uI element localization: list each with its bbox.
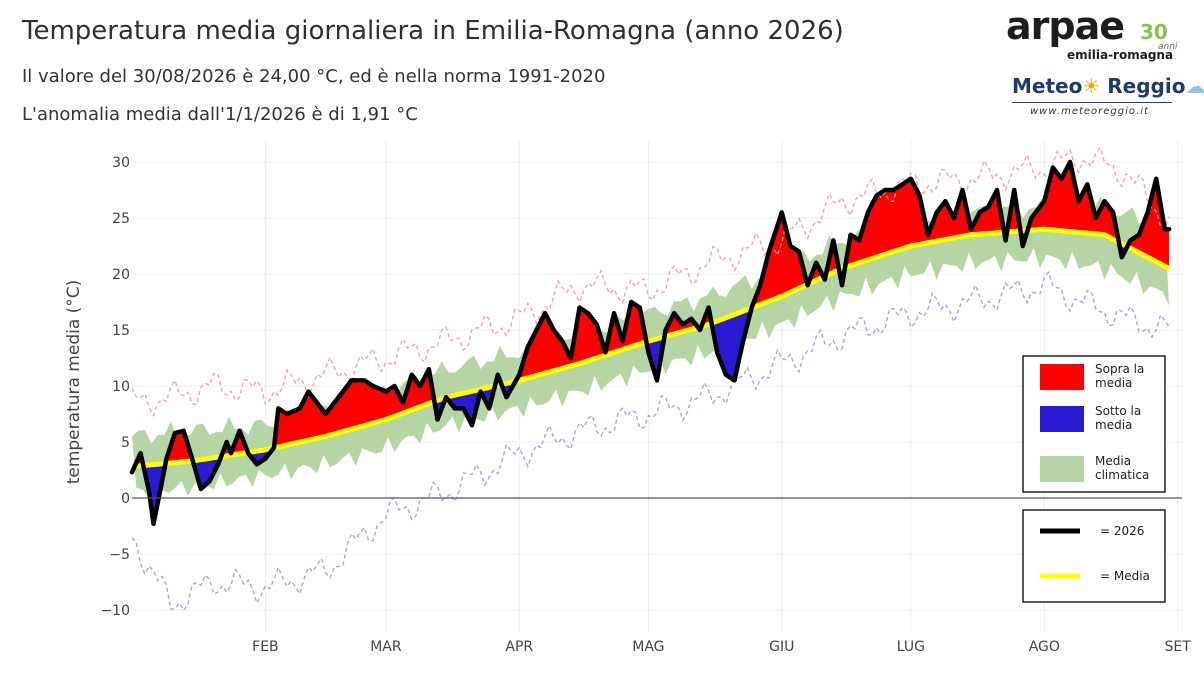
legend-label: = Media (1100, 569, 1150, 583)
chart-subtitle-value: Il valore del 30/08/2026 è 24,00 °C, ed … (22, 66, 606, 87)
meteoreggio-logo-url: www.meteoreggio.it (1030, 106, 1149, 117)
legend-swatch-below (1040, 406, 1084, 432)
current-year-line (129, 159, 1172, 527)
x-tick-label: MAR (370, 639, 402, 655)
legend-label: media (1095, 376, 1132, 390)
legend-label: Media (1095, 454, 1131, 468)
legend-swatch-climate (1040, 456, 1084, 482)
meteoreggio-logo-word-2: Reggio (1107, 74, 1186, 98)
x-tick-label: SET (1165, 639, 1192, 655)
legend-label: media (1095, 418, 1132, 432)
meteoreggio-logo-rule (1012, 102, 1172, 103)
line-layer (129, 159, 1172, 527)
chart-subtitle-anomaly: L'anomalia media dall'1/1/2026 è di 1,91… (22, 104, 418, 125)
above-mean-area (751, 212, 808, 308)
x-tick-label: MAG (632, 639, 664, 655)
legend-box-line (1022, 509, 1166, 603)
sun-icon: ☀ (1082, 74, 1101, 98)
x-tick-label: AGO (1029, 639, 1060, 655)
x-tick-label: APR (505, 639, 533, 655)
arpae-logo-word: arpae (1006, 4, 1125, 48)
x-tick-label: LUG (897, 639, 925, 655)
y-tick-label: 25 (112, 211, 130, 227)
legend-label: climatica (1095, 468, 1149, 482)
meteoreggio-logo-name: Meteo☀ Reggio☁ (1012, 74, 1204, 98)
arpae-logo: arpae 30 anni emilia-romagna (1000, 4, 1180, 64)
y-tick-label: 10 (112, 379, 130, 395)
legend-swatch-above (1040, 364, 1084, 390)
y-tick-label: −10 (100, 603, 130, 619)
record-layer (131, 146, 1170, 612)
y-axis-label: temperatura media (°C) (64, 280, 84, 485)
y-tick-label: 30 (112, 155, 130, 171)
y-tick-label: −5 (109, 547, 130, 563)
arpae-logo-anni: anni (1158, 42, 1178, 52)
y-tick-label: 20 (112, 267, 130, 283)
record-min-line (131, 270, 1170, 612)
record-max-line (131, 146, 1170, 418)
mean-line (131, 226, 1171, 470)
chart-title: Temperatura media giornaliera in Emilia-… (22, 16, 844, 46)
x-tick-label: GIU (769, 639, 794, 655)
legend-label: Sotto la (1095, 404, 1141, 418)
y-tick-label: 15 (112, 323, 130, 339)
below-mean-area (646, 336, 665, 381)
y-tick-label: 5 (121, 435, 130, 451)
legend-label: = 2026 (1100, 524, 1144, 538)
x-tick-label: FEB (252, 639, 279, 655)
arpae-logo-region: emilia-romagna (1067, 48, 1174, 62)
legend-label: Sopra la (1095, 362, 1144, 376)
cloud-icon: ☁ (1185, 74, 1204, 98)
below-mean-area (143, 463, 166, 524)
axis-layer: −10 −5 0 5 10 15 20 25 30 FEB MAR APR MAG GIU LUG AGO SE… (64, 155, 1191, 655)
y-tick-label: 0 (121, 491, 130, 507)
meteoreggio-logo-word-1: Meteo (1012, 74, 1083, 98)
meteoreggio-logo: Meteo☀ Reggio☁ www.meteoreggio.it (1010, 72, 1204, 122)
arpae-logo-30: 30 (1140, 20, 1168, 44)
